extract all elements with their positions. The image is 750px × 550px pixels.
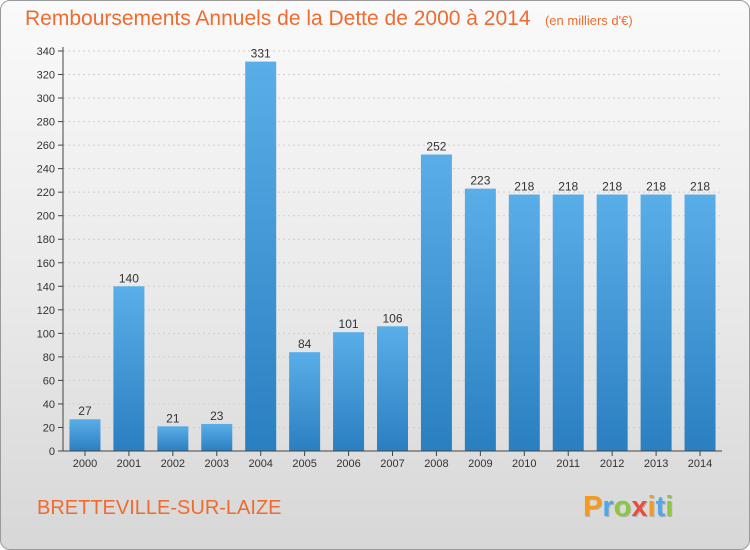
x-tick-label: 2004 [248,458,272,470]
bar [508,194,540,451]
y-tick-label: 200 [37,211,55,223]
data-label: 218 [646,180,666,194]
commune-name: BRETTEVILLE-SUR-LAIZE [37,497,282,519]
data-label: 331 [251,47,271,61]
bar [201,423,233,451]
x-tick-label: 2009 [468,458,492,470]
chart-title-row: Remboursements Annuels de la Dette de 20… [25,7,633,31]
x-tick-label: 2010 [512,458,536,470]
x-tick-label: 2000 [73,458,97,470]
bar [596,194,628,451]
x-tick-label: 2013 [644,458,668,470]
y-tick-label: 260 [37,140,55,152]
logo-letter-3: o [613,491,632,523]
y-tick-label: 20 [43,422,55,434]
y-tick-label: 300 [37,93,55,105]
data-label: 252 [426,140,446,154]
data-label: 106 [382,311,402,325]
data-label: 223 [470,174,490,188]
y-tick-label: 160 [37,258,55,270]
chart-title: Remboursements Annuels de la Dette de 20… [25,7,531,30]
y-tick-label: 340 [37,46,55,58]
data-label: 218 [514,180,534,194]
proxiti-logo: Proxiti [583,491,673,524]
data-label: 27 [78,404,92,418]
logo-letter-1: P [583,491,603,523]
data-label: 140 [119,271,139,285]
bar [377,326,408,451]
bar [684,194,716,451]
bar [464,188,496,451]
x-tick-label: 2014 [688,458,712,470]
logo-letter-7: i [665,491,674,523]
x-tick-label: 2006 [336,458,360,470]
bar [289,352,321,451]
x-tick-label: 2001 [117,458,141,470]
x-tick-label: 2002 [161,458,185,470]
data-label: 218 [602,180,622,194]
y-tick-label: 280 [37,117,55,129]
data-label: 84 [298,337,312,351]
data-label: 21 [166,411,180,425]
data-label: 218 [558,180,578,194]
y-tick-label: 60 [43,375,55,387]
bar [420,154,452,451]
y-tick-label: 180 [37,234,55,246]
bar [157,426,189,451]
bar [640,194,672,451]
data-label: 23 [210,409,224,423]
data-label: 101 [339,317,359,331]
y-tick-label: 240 [37,164,55,176]
y-tick-label: 120 [37,305,55,317]
y-tick-label: 100 [37,328,55,340]
bar [245,61,277,452]
y-tick-label: 0 [49,446,55,458]
y-tick-label: 80 [43,352,55,364]
data-label: 218 [690,180,710,194]
x-tick-label: 2011 [556,458,580,470]
x-tick-label: 2003 [205,458,229,470]
bar [333,332,365,451]
logo-letter-5: i [647,491,656,523]
y-tick-label: 40 [43,399,55,411]
logo-letter-6: t [655,491,666,523]
x-tick-label: 2007 [380,458,404,470]
y-tick-label: 320 [37,70,55,82]
logo-letter-2: r [602,491,614,523]
x-tick-label: 2012 [600,458,624,470]
bar [552,194,584,451]
logo-letter-4: x [631,491,648,523]
bar [69,419,101,451]
x-tick-label: 2005 [292,458,316,470]
x-tick-label: 2008 [424,458,448,470]
chart-subtitle: (en milliers d'€) [544,13,633,28]
y-tick-label: 140 [37,281,55,293]
y-tick-label: 220 [37,187,55,199]
bar [113,286,145,451]
